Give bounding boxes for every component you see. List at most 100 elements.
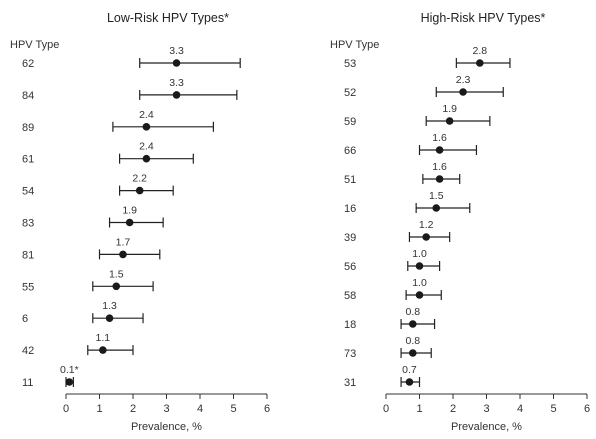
data-row-62: 623.3 bbox=[22, 45, 241, 70]
value-label: 2.3 bbox=[456, 74, 471, 86]
type-label: 73 bbox=[344, 348, 356, 360]
value-label: 0.8 bbox=[405, 306, 420, 318]
type-label: 89 bbox=[22, 122, 34, 134]
point-marker bbox=[415, 262, 424, 270]
x-axis-label: Prevalence, % bbox=[451, 421, 522, 433]
x-axis-label: Prevalence, % bbox=[131, 421, 202, 433]
value-label: 0.8 bbox=[405, 335, 420, 347]
type-label: 84 bbox=[22, 90, 34, 102]
type-label: 55 bbox=[22, 281, 34, 293]
x-axis: 0 1 2 3 4 5 6 Prevalence, % bbox=[383, 393, 590, 433]
point-marker bbox=[459, 88, 467, 96]
point-marker bbox=[422, 233, 431, 241]
x-tick-label: 3 bbox=[483, 403, 489, 415]
type-label: 83 bbox=[22, 218, 34, 230]
data-row-18: 180.8 bbox=[344, 306, 436, 331]
value-label: 3.3 bbox=[169, 45, 184, 57]
type-label: 16 bbox=[344, 203, 356, 215]
value-label: 1.9 bbox=[442, 103, 457, 115]
data-row-66: 661.6 bbox=[344, 132, 478, 157]
data-row-16: 161.5 bbox=[344, 190, 471, 215]
type-label: 51 bbox=[344, 174, 356, 186]
data-row-53: 532.8 bbox=[344, 45, 511, 70]
type-label: 61 bbox=[22, 154, 34, 166]
panel-low-risk: Low-Risk HPV Types*HPV Type623.3843.3892… bbox=[10, 11, 270, 433]
value-label: 1.5 bbox=[429, 190, 444, 202]
point-marker bbox=[172, 59, 181, 67]
data-row-51: 511.6 bbox=[344, 161, 461, 186]
type-label: 39 bbox=[344, 232, 356, 244]
value-label: 1.0 bbox=[412, 248, 427, 260]
data-row-39: 391.2 bbox=[344, 219, 451, 244]
type-label: 52 bbox=[344, 87, 356, 99]
type-label: 53 bbox=[344, 58, 356, 70]
value-label: 2.8 bbox=[472, 45, 487, 57]
value-label: 1.5 bbox=[109, 268, 124, 280]
type-label: 81 bbox=[22, 249, 34, 261]
x-tick-label: 4 bbox=[197, 403, 203, 415]
type-label: 11 bbox=[22, 377, 33, 389]
value-label: 0.7 bbox=[402, 364, 417, 376]
point-marker bbox=[142, 123, 151, 131]
data-row-31: 310.7 bbox=[344, 364, 421, 389]
point-marker bbox=[112, 282, 121, 291]
point-marker bbox=[65, 378, 74, 386]
point-marker bbox=[409, 320, 417, 328]
type-label: 66 bbox=[344, 145, 356, 157]
point-marker bbox=[415, 291, 424, 299]
category-header: HPV Type bbox=[10, 39, 59, 51]
type-label: 62 bbox=[22, 58, 34, 70]
point-marker bbox=[135, 186, 144, 195]
value-label: 1.6 bbox=[432, 161, 447, 173]
x-tick-label: 5 bbox=[550, 403, 556, 415]
x-tick-label: 6 bbox=[584, 403, 590, 415]
value-label: 3.3 bbox=[169, 77, 184, 89]
point-marker bbox=[99, 346, 107, 354]
type-label: 6 bbox=[22, 313, 28, 325]
value-label: 1.1 bbox=[96, 332, 111, 344]
point-marker bbox=[142, 154, 151, 163]
x-tick-label: 2 bbox=[450, 403, 456, 415]
data-row-83: 831.9 bbox=[22, 205, 164, 230]
data-row-11: 11 0.1* bbox=[22, 364, 79, 389]
point-marker bbox=[409, 349, 417, 357]
data-row-84: 843.3 bbox=[22, 77, 238, 102]
point-marker bbox=[435, 146, 444, 154]
type-label: 18 bbox=[344, 319, 356, 331]
type-label: 58 bbox=[344, 290, 356, 302]
value-label: 1.2 bbox=[419, 219, 434, 231]
type-label: 42 bbox=[22, 345, 34, 357]
x-tick-label: 1 bbox=[416, 403, 422, 415]
value-label: 0.1* bbox=[60, 364, 79, 376]
data-row-54: 542.2 bbox=[22, 173, 174, 198]
panel-high-risk: High-Risk HPV Types*HPV Type532.8522.359… bbox=[330, 11, 590, 433]
value-label: 1.3 bbox=[102, 300, 117, 312]
data-row-52: 522.3 bbox=[344, 74, 504, 99]
panel-title-high-risk: High-Risk HPV Types* bbox=[421, 11, 546, 25]
point-marker bbox=[105, 314, 114, 323]
data-row-61: 612.4 bbox=[22, 141, 194, 166]
category-header: HPV Type bbox=[330, 39, 379, 51]
x-axis: 0 1 2 3 4 5 6 Prevalence, % bbox=[63, 393, 270, 433]
data-row-81: 811.7 bbox=[22, 236, 161, 261]
point-marker bbox=[435, 175, 444, 183]
panel-title-low-risk: Low-Risk HPV Types* bbox=[107, 11, 229, 25]
point-marker bbox=[432, 204, 441, 212]
data-row-73: 730.8 bbox=[344, 335, 432, 360]
data-row-56: 561.0 bbox=[344, 248, 441, 273]
point-marker bbox=[445, 117, 454, 125]
x-tick-label: 4 bbox=[517, 403, 523, 415]
x-tick-label: 3 bbox=[163, 403, 169, 415]
x-tick-label: 5 bbox=[230, 403, 236, 415]
data-row-6: 61.3 bbox=[22, 300, 144, 325]
point-marker bbox=[172, 91, 181, 99]
data-row-58: 581.0 bbox=[344, 277, 442, 302]
x-tick-label: 6 bbox=[264, 403, 270, 415]
type-label: 59 bbox=[344, 116, 356, 128]
data-row-59: 591.9 bbox=[344, 103, 491, 128]
value-label: 2.4 bbox=[139, 109, 154, 121]
x-tick-label: 2 bbox=[130, 403, 136, 415]
x-tick-label: 1 bbox=[96, 403, 102, 415]
